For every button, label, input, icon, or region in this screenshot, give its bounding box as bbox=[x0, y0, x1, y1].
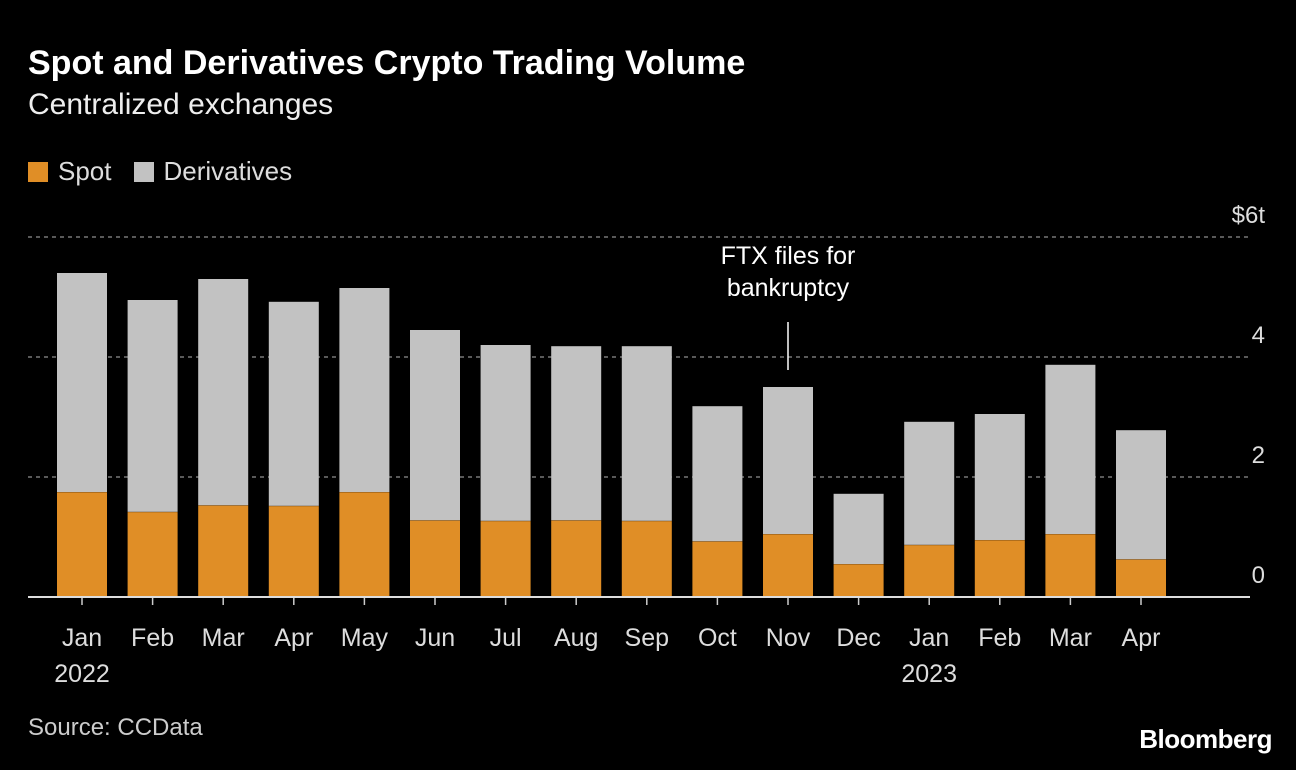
bar-spot bbox=[692, 541, 743, 597]
annotation-text: bankruptcy bbox=[727, 274, 850, 302]
bar-derivatives bbox=[1045, 364, 1096, 534]
bloomberg-logo: Bloomberg bbox=[1139, 724, 1272, 754]
x-tick-label: 2022 bbox=[54, 660, 110, 688]
legend-item-derivatives: Derivatives bbox=[133, 156, 293, 187]
bar-spot bbox=[833, 564, 884, 597]
bar-spot bbox=[551, 520, 602, 597]
x-tick-label: Aug bbox=[554, 624, 598, 652]
bar-derivatives bbox=[268, 301, 319, 506]
bar-derivatives bbox=[339, 288, 390, 492]
x-tick-label: Sep bbox=[625, 624, 669, 652]
x-tick-label: Jul bbox=[490, 624, 522, 652]
bar-derivatives bbox=[551, 346, 602, 521]
annotation-text: FTX files for bbox=[721, 242, 856, 270]
y-tick-label: $6t bbox=[1232, 202, 1266, 229]
chart-title: Spot and Derivatives Crypto Trading Volu… bbox=[28, 44, 746, 82]
y-tick-label: 0 bbox=[1252, 562, 1265, 589]
bar-spot bbox=[904, 544, 955, 597]
x-tick-label: May bbox=[341, 624, 389, 652]
bar-spot bbox=[1116, 559, 1166, 597]
y-tick-label: 4 bbox=[1252, 322, 1265, 349]
bar-spot bbox=[198, 505, 249, 597]
bar-derivatives bbox=[57, 273, 107, 492]
bar-derivatives bbox=[904, 421, 955, 545]
bar-derivatives bbox=[480, 345, 531, 521]
legend-swatch-spot bbox=[28, 161, 48, 182]
bar-derivatives bbox=[127, 300, 178, 512]
bar-derivatives bbox=[833, 493, 884, 564]
legend-label: Derivatives bbox=[163, 156, 293, 186]
bar-spot bbox=[621, 520, 672, 597]
x-tick-label: Mar bbox=[1049, 624, 1092, 652]
bar-derivatives bbox=[1116, 430, 1166, 560]
y-tick-label: 2 bbox=[1252, 442, 1265, 469]
legend-item-spot: Spot bbox=[28, 156, 112, 187]
x-tick-label: Nov bbox=[766, 624, 811, 652]
bar-spot bbox=[339, 492, 390, 597]
bar-spot bbox=[763, 534, 813, 597]
chart-subtitle: Centralized exchanges bbox=[28, 88, 334, 121]
bar-derivatives bbox=[692, 406, 743, 542]
x-tick-label: 2023 bbox=[901, 660, 957, 688]
x-tick-label: Mar bbox=[202, 624, 245, 652]
bar-spot bbox=[268, 505, 319, 597]
legend-swatch-derivatives bbox=[133, 161, 154, 182]
x-tick-label: Feb bbox=[131, 624, 174, 652]
bar-derivatives bbox=[621, 346, 672, 521]
bar-spot bbox=[127, 511, 178, 597]
x-tick-label: Jan bbox=[909, 624, 949, 652]
bar-spot bbox=[57, 492, 107, 597]
x-tick-label: Oct bbox=[698, 624, 737, 652]
bar-derivatives bbox=[974, 414, 1025, 540]
x-tick-label: Apr bbox=[274, 624, 313, 652]
bar-derivatives bbox=[763, 387, 813, 534]
x-tick-label: Feb bbox=[978, 624, 1021, 652]
bar-spot bbox=[410, 520, 460, 597]
source-note: Source: CCData bbox=[28, 714, 203, 741]
x-tick-label: Apr bbox=[1122, 624, 1161, 652]
bar-spot bbox=[974, 540, 1025, 597]
x-tick-label: Jun bbox=[415, 624, 455, 652]
legend-label: Spot bbox=[58, 156, 112, 186]
x-tick-label: Jan bbox=[62, 624, 102, 652]
x-tick-label: Dec bbox=[836, 624, 880, 652]
bar-spot bbox=[1045, 534, 1096, 597]
bar-spot bbox=[480, 520, 531, 597]
bar-derivatives bbox=[410, 330, 460, 521]
bar-derivatives bbox=[198, 279, 249, 506]
legend: Spot Derivatives bbox=[28, 156, 314, 187]
